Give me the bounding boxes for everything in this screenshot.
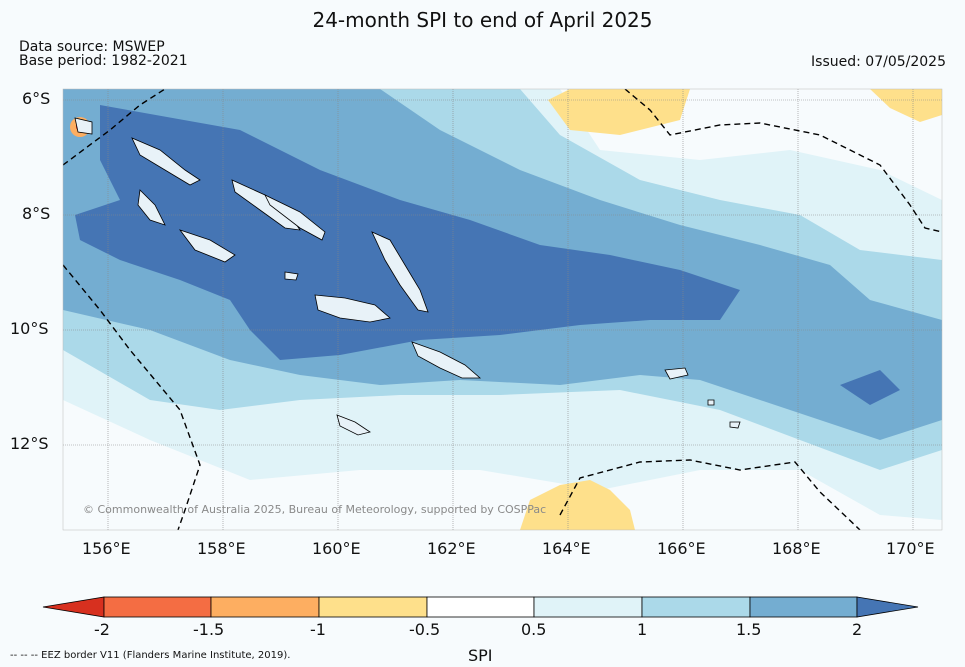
colorbar-segment-7 xyxy=(749,596,858,618)
lon-label-168e: 168°E xyxy=(772,539,821,558)
colorbar-tick: 2 xyxy=(852,620,863,639)
island-vella xyxy=(178,229,236,263)
lon-label-166e: 166°E xyxy=(657,539,706,558)
base-period-text: Base period: 1982-2021 xyxy=(19,53,188,69)
spi-dry-south xyxy=(520,480,635,530)
island-guadalcanal xyxy=(314,294,391,323)
lon-label-170e: 170°E xyxy=(886,539,935,558)
data-source-text: Data source: MSWEP xyxy=(19,39,165,55)
issued-date: Issued: 07/05/2025 xyxy=(811,54,946,70)
island-isabel xyxy=(264,194,326,241)
colorbar-extend-high xyxy=(856,596,919,618)
spi-region-very-high-east xyxy=(840,370,900,405)
spi-region-very-high xyxy=(75,105,740,360)
spi-dry-north xyxy=(548,89,690,135)
island-bougainville xyxy=(131,137,201,186)
spi-dry-northeast xyxy=(870,89,942,122)
map-title: 24-month SPI to end of April 2025 xyxy=(312,8,653,32)
island-rennell xyxy=(336,414,371,436)
island-small-1 xyxy=(729,421,741,429)
island-makira xyxy=(411,341,482,379)
lat-label-10s: 10°S xyxy=(10,319,49,338)
eez-borders xyxy=(63,89,942,530)
colorbar-segment-1 xyxy=(103,596,212,618)
colorbar-label: SPI xyxy=(468,646,493,665)
colorbar-tick: -1 xyxy=(310,620,326,639)
island-small-3 xyxy=(74,117,93,135)
lon-label-160e: 160°E xyxy=(312,539,361,558)
island-small-2 xyxy=(707,399,715,406)
spi-field xyxy=(63,89,942,530)
island-savo xyxy=(284,271,299,281)
lon-label-162e: 162°E xyxy=(427,539,476,558)
colorbar-segment-6 xyxy=(641,596,751,618)
lat-label-12s: 12°S xyxy=(10,434,49,453)
colorbar-segment-2 xyxy=(210,596,320,618)
colorbar-tick: -0.5 xyxy=(409,620,441,639)
lon-label-164e: 164°E xyxy=(542,539,591,558)
lon-label-158e: 158°E xyxy=(197,539,246,558)
island-santa-cruz xyxy=(664,367,689,380)
coastlines xyxy=(74,117,741,436)
lat-label-6s: 6°S xyxy=(22,89,51,108)
lon-label-156e: 156°E xyxy=(82,539,131,558)
colorbar-tick: 0.5 xyxy=(521,620,547,639)
eez-legend-note: -- -- -- EEZ border V11 (Flanders Marine… xyxy=(10,650,291,661)
colorbar-extend-low xyxy=(42,596,105,618)
lat-label-8s: 8°S xyxy=(22,204,51,223)
colorbar-tick: -1.5 xyxy=(193,620,225,639)
source-info: Data source: MSWEP Base period: 1982-202… xyxy=(19,40,188,68)
island-malaita xyxy=(371,231,429,313)
colorbar xyxy=(42,596,919,618)
colorbar-tick: -2 xyxy=(94,620,110,639)
colorbar-segment-5 xyxy=(533,596,643,618)
colorbar-tick: 1.5 xyxy=(736,620,762,639)
island-new-georgia xyxy=(137,189,166,226)
colorbar-tick: 1 xyxy=(637,620,648,639)
map-frame xyxy=(62,88,943,531)
colorbar-segment-3 xyxy=(318,596,428,618)
colorbar-segment-4 xyxy=(426,596,535,618)
copyright-text: © Commonwealth of Australia 2025, Bureau… xyxy=(83,503,547,516)
map-gridlines xyxy=(63,89,942,530)
